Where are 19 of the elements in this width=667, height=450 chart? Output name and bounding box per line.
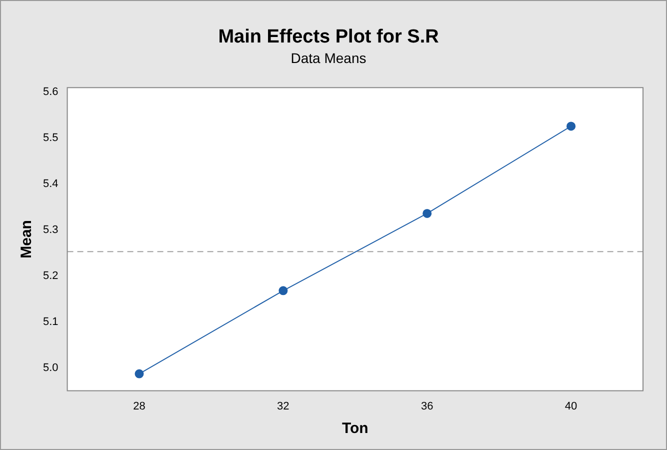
y-tick-label: 5.0: [42, 362, 58, 374]
point: [422, 208, 432, 218]
point: [566, 122, 576, 131]
y-axis-title: Mean: [18, 220, 36, 258]
x-tick-label: 36: [420, 400, 434, 412]
y-tick-label: 5.4: [42, 178, 58, 190]
y-tick-label: 5.2: [42, 270, 58, 282]
point: [134, 369, 144, 378]
chart-subtitle: Data Means: [290, 50, 366, 66]
point: [278, 286, 288, 296]
x-axis-title: Ton: [342, 420, 368, 438]
y-tick-label: 5.1: [42, 316, 58, 328]
x-tick-label: 32: [277, 400, 290, 412]
x-tick-label: 40: [564, 400, 578, 412]
y-tick-label: 5.3: [42, 224, 58, 236]
y-tick-label: 5.5: [42, 132, 58, 144]
y-tick-label: 5.6: [42, 86, 58, 98]
chart-title: Main Effects Plot for S.R: [218, 26, 440, 48]
x-tick-label: 28: [133, 400, 146, 412]
